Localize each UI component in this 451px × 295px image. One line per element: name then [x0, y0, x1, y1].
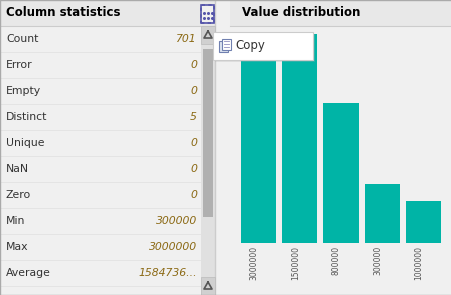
Text: 300000: 300000: [156, 216, 197, 226]
Bar: [215, 34, 314, 62]
Bar: [201, 26, 215, 295]
Bar: [212, 32, 312, 60]
Text: 1500000: 1500000: [290, 246, 299, 280]
Text: 800000: 800000: [331, 246, 340, 275]
Bar: [0, 0, 215, 26]
Bar: [201, 5, 213, 23]
Text: Count: Count: [6, 34, 38, 44]
Text: Error: Error: [6, 60, 32, 70]
Text: 1000000: 1000000: [414, 246, 423, 280]
Text: NaN: NaN: [6, 164, 29, 174]
Text: 1584736...: 1584736...: [138, 268, 197, 278]
Text: Value distribution: Value distribution: [241, 6, 359, 19]
Bar: [230, 0, 451, 295]
Text: 0: 0: [190, 164, 197, 174]
Bar: [219, 41, 227, 52]
Text: Empty: Empty: [6, 86, 41, 96]
Bar: [201, 5, 213, 23]
Bar: [221, 39, 230, 50]
Text: 0: 0: [190, 86, 197, 96]
Text: 0: 0: [190, 138, 197, 148]
Text: Average: Average: [6, 268, 51, 278]
Text: Unique: Unique: [6, 138, 44, 148]
Text: 3000000: 3000000: [249, 246, 258, 280]
Bar: [323, 103, 358, 243]
Text: Distinct: Distinct: [6, 112, 47, 122]
Bar: [201, 277, 215, 295]
Text: 5: 5: [190, 112, 197, 122]
Text: 0: 0: [190, 190, 197, 200]
Text: 701: 701: [176, 34, 197, 44]
Text: Column statistics: Column statistics: [6, 6, 120, 19]
Text: 3000000: 3000000: [148, 242, 197, 252]
Bar: [282, 34, 317, 243]
Bar: [364, 184, 399, 243]
Bar: [240, 34, 276, 243]
Bar: [202, 49, 212, 217]
Text: 300000: 300000: [373, 246, 382, 275]
Text: Min: Min: [6, 216, 25, 226]
Bar: [405, 201, 440, 243]
Text: Copy: Copy: [235, 40, 264, 53]
Bar: [230, 0, 451, 26]
Text: 0: 0: [190, 60, 197, 70]
Text: Zero: Zero: [6, 190, 31, 200]
Bar: [201, 26, 215, 44]
Text: Max: Max: [6, 242, 28, 252]
Bar: [0, 0, 215, 295]
